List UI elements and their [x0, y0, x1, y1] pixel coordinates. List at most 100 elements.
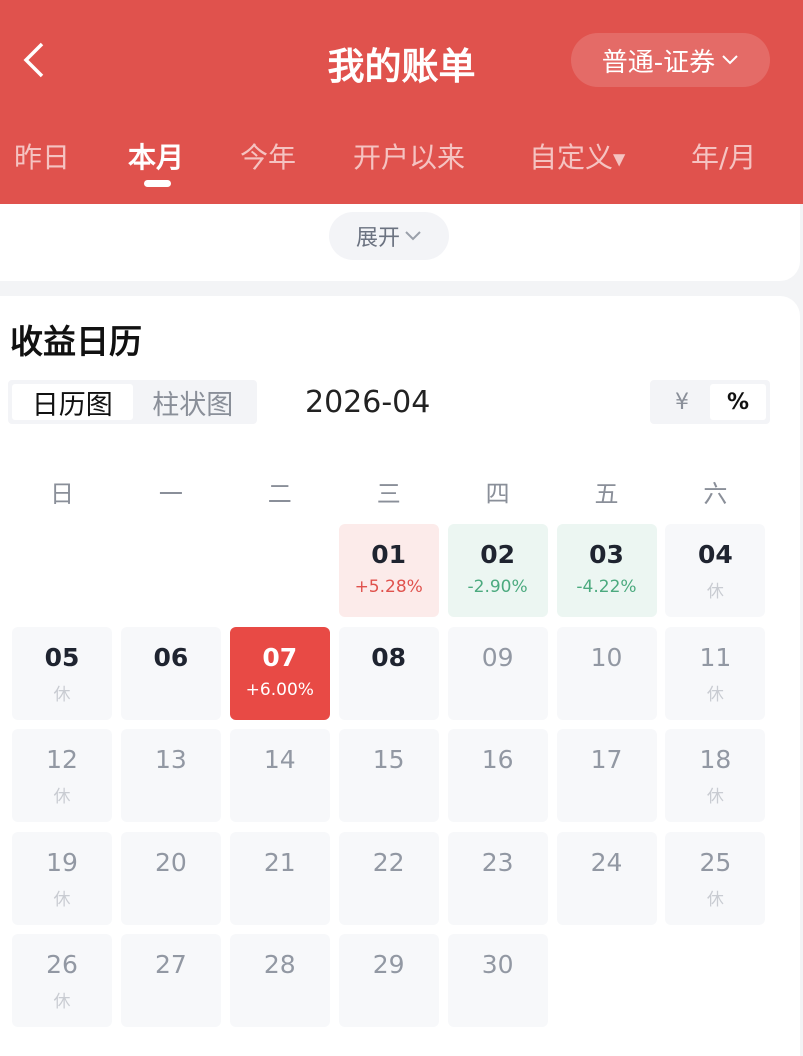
day-return: 休 [53, 684, 71, 705]
tab-yesterday[interactable]: 昨日 [14, 141, 71, 174]
expand-label: 展开 [355, 226, 400, 251]
weekday-label: 二 [267, 480, 292, 508]
day-return: -4.22% [576, 577, 637, 597]
day-return: 休 [706, 889, 724, 910]
weekday-label: 三 [376, 480, 401, 508]
day-cell[interactable]: 07 +6.00% [229, 626, 330, 720]
weekday-label: 日 [50, 480, 74, 508]
weekday-label: 四 [485, 480, 510, 508]
page-title: 我的账单 [327, 45, 476, 88]
chevron-down-icon [722, 55, 738, 65]
account-label: 普通-证券 [601, 47, 716, 78]
day-number: 24 [590, 847, 623, 877]
unit-toggle: ¥ % [650, 380, 770, 424]
day-cell[interactable]: 01 +5.28% [338, 524, 439, 617]
day-number: 21 [263, 847, 296, 877]
day-number: 28 [263, 950, 296, 980]
section-title: 收益日历 [10, 322, 142, 361]
day-cell[interactable]: 24 [556, 831, 657, 925]
day-cell[interactable]: 29 [338, 934, 439, 1028]
day-cell[interactable]: 22 [338, 831, 439, 925]
day-number: 16 [481, 745, 514, 775]
day-number: 09 [481, 642, 514, 672]
percent-unit-button[interactable]: % [710, 384, 766, 420]
day-cell[interactable]: 26 休 [12, 934, 112, 1028]
day-number: 08 [371, 642, 407, 672]
day-return: +6.00% [245, 679, 314, 700]
day-return: -2.90% [467, 577, 528, 597]
day-return: 休 [53, 992, 71, 1013]
day-cell[interactable]: 13 [120, 729, 221, 823]
day-cell[interactable]: 25 休 [665, 831, 766, 925]
day-number: 29 [372, 950, 405, 980]
calendar-view-button[interactable]: 日历图 [12, 384, 133, 421]
tab-this-year[interactable]: 今年 [240, 141, 297, 174]
day-number: 30 [481, 950, 514, 980]
day-number: 27 [154, 950, 187, 980]
caret-down-icon: ▼ [613, 149, 626, 169]
chevron-down-icon [405, 231, 421, 241]
day-cell[interactable]: 15 [338, 729, 439, 823]
bar-view-button[interactable]: 柱状图 [152, 389, 234, 421]
day-number: 26 [46, 950, 78, 980]
day-return: 休 [53, 889, 71, 910]
back-icon[interactable] [14, 40, 54, 80]
day-number: 15 [372, 745, 405, 775]
day-cell[interactable]: 27 [120, 934, 221, 1028]
weekday-label: 五 [594, 480, 619, 508]
account-selector[interactable]: 普通-证券 [571, 33, 770, 87]
day-number: 14 [263, 745, 296, 775]
weekday-label: 六 [703, 480, 728, 508]
tab-since-open[interactable]: 开户以来 [353, 141, 466, 174]
day-number: 17 [590, 745, 623, 775]
day-cell[interactable]: 20 [120, 831, 221, 925]
day-cell[interactable]: 02 -2.90% [447, 524, 548, 617]
day-number: 22 [372, 847, 405, 877]
day-number: 01 [371, 540, 407, 569]
day-cell[interactable]: 14 [229, 729, 330, 823]
day-cell[interactable]: 17 [556, 729, 657, 823]
day-cell[interactable]: 16 [447, 729, 548, 823]
day-cell[interactable]: 18 休 [665, 729, 766, 823]
day-cell[interactable]: 28 [229, 934, 330, 1028]
day-cell[interactable]: 08 [338, 626, 439, 720]
day-cell[interactable]: 05 休 [12, 626, 112, 720]
day-cell[interactable]: 09 [447, 626, 548, 720]
day-number: 07 [262, 642, 298, 672]
day-cell[interactable]: 21 [229, 831, 330, 925]
day-number: 11 [699, 642, 732, 672]
day-cell[interactable]: 30 [447, 934, 548, 1028]
view-toggle: 日历图 柱状图 [8, 380, 257, 424]
day-cell[interactable]: 11 休 [665, 626, 766, 720]
day-return: 休 [706, 684, 724, 705]
tab-year-month[interactable]: 年/月 [691, 141, 757, 174]
day-number: 04 [697, 540, 733, 569]
tab-this-month[interactable]: 本月 [128, 141, 185, 174]
day-return: +5.28% [354, 577, 423, 597]
day-cell[interactable]: 10 [556, 626, 657, 720]
tab-custom[interactable]: 自定义▼ [529, 136, 625, 176]
day-number: 10 [590, 642, 623, 672]
month-selector[interactable]: 2026-04 [305, 385, 431, 420]
day-number: 02 [480, 540, 515, 569]
day-number: 20 [154, 847, 187, 877]
day-number: 12 [46, 745, 78, 775]
day-cell[interactable]: 06 [120, 626, 221, 720]
day-return: 休 [53, 787, 71, 808]
expand-button[interactable]: 展开 [329, 212, 449, 260]
day-return: 休 [706, 582, 724, 602]
day-number: 23 [481, 847, 514, 877]
day-cell[interactable]: 23 [447, 831, 548, 925]
active-tab-indicator [144, 180, 171, 187]
day-number: 05 [44, 642, 80, 672]
day-number: 19 [46, 847, 78, 877]
day-number: 18 [699, 745, 732, 775]
day-cell[interactable]: 19 休 [12, 831, 112, 925]
weekday-label: 一 [158, 480, 183, 508]
day-cell[interactable]: 12 休 [12, 729, 112, 823]
day-cell[interactable]: 04 休 [665, 524, 766, 617]
amount-unit-button[interactable]: ¥ [675, 389, 689, 415]
day-return: 休 [706, 787, 724, 808]
day-number: 13 [154, 745, 187, 775]
day-cell[interactable]: 03 -4.22% [556, 524, 657, 617]
